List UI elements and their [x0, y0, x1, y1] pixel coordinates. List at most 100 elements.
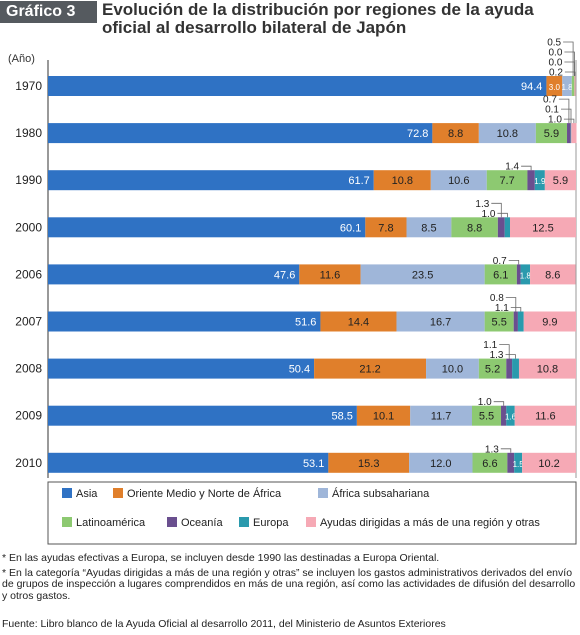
bar-segment-2009-s3: [471, 405, 502, 426]
bar-segment-2000-s3: [451, 217, 498, 238]
callout-label-1980-s4: 0.7: [543, 95, 557, 106]
data-label-2008-s3: 5.2: [485, 364, 500, 376]
data-label-1980-s0: 72.8: [407, 128, 428, 140]
bar-segment-1990-s3: [486, 170, 528, 191]
bar-segment-2006-s0: [48, 264, 300, 285]
bar-segment-2008-s6: [518, 358, 576, 379]
year-label-1970: 1970: [15, 79, 42, 93]
year-label-2010: 2010: [15, 456, 42, 470]
callout-label-1970-s3: 0.5: [547, 38, 561, 49]
data-label-2009-s6: 11.6: [535, 411, 556, 423]
footnotes: * En las ayudas efectivas a Europa, se i…: [2, 552, 576, 605]
data-label-2006-s1: 11.6: [320, 269, 341, 281]
legend-label-s2: África subsahariana: [332, 487, 430, 500]
callout-label-2010-s4: 1.3: [485, 444, 499, 455]
bar-segment-1970-s0: [48, 76, 547, 96]
legend-swatch-s1: [113, 488, 123, 498]
bar-segment-2006-s1: [299, 264, 361, 285]
bar-segment-2010-s2: [409, 452, 473, 473]
data-label-2007-s0: 51.6: [295, 317, 316, 329]
callout-line-2010-s4: [500, 448, 512, 453]
bar-segment-1990-s4: [527, 170, 535, 191]
legend-swatch-s0: [62, 488, 72, 498]
bar-segment-2000-s2: [406, 217, 452, 238]
legend-label-s0: Asia: [76, 488, 98, 500]
data-label-2000-s0: 60.1: [340, 222, 361, 234]
data-label-1990-s5: 1.9: [534, 177, 546, 186]
data-label-2009-s1: 10.1: [373, 411, 394, 423]
bar-segment-1990-s0: [48, 170, 374, 191]
callout-line-2008-s5: [505, 354, 516, 359]
data-label-2006-s0: 47.6: [274, 269, 295, 281]
data-label-2009-s3: 5.5: [479, 411, 494, 423]
callout-label-2009-s4: 1.0: [478, 397, 492, 408]
callout-label-1970-s5: 0.0: [548, 58, 562, 69]
data-label-2007-s3: 5.5: [492, 317, 507, 329]
bar-segment-2008-s4: [506, 358, 513, 379]
data-label-1980-s3: 5.9: [544, 128, 559, 140]
callout-line-2007-s4: [505, 297, 517, 312]
bar-segment-1980-s4: [567, 123, 571, 144]
footnote-europe: * En las ayudas efectivas a Europa, se i…: [2, 552, 440, 564]
data-label-1990-s3: 7.7: [499, 175, 514, 187]
callout-label-1970-s6: 0.2: [549, 68, 563, 79]
callout-line-2008-s4: [499, 344, 510, 359]
data-label-2007-s2: 16.7: [430, 317, 451, 329]
data-label-2010-s6: 10.2: [538, 458, 559, 470]
legend-swatch-s6: [306, 517, 316, 527]
bar-segment-2000-s1: [365, 217, 407, 238]
data-label-2006-s3: 6.1: [493, 269, 508, 281]
callout-label-2000-s5: 1.0: [481, 209, 495, 220]
bar-segment-2010-s1: [328, 452, 410, 473]
bar-segment-1980-s3: [535, 123, 568, 144]
bar-segment-1990-s6: [544, 170, 576, 191]
callout-line-1980-s5: [561, 108, 572, 124]
data-label-2007-s1: 14.4: [348, 317, 369, 329]
year-label-2006: 2006: [15, 267, 42, 281]
bar-segment-2009-s4: [501, 405, 507, 426]
bar-segment-2007-s2: [396, 311, 485, 332]
bar-segment-1980-s2: [478, 123, 536, 144]
data-label-2010-s0: 53.1: [303, 458, 324, 470]
bar-segment-2007-s6: [523, 311, 576, 332]
bar-segment-2010-s3: [472, 452, 508, 473]
bar-segment-1970-s2: [562, 76, 572, 96]
year-label-1990: 1990: [15, 173, 42, 187]
bar-segment-2008-s0: [48, 358, 315, 379]
callout-label-2007-s5: 1.1: [495, 303, 509, 314]
data-label-2009-s2: 11.7: [431, 411, 452, 423]
data-label-2010-s3: 6.6: [482, 458, 497, 470]
figure-number-badge: Gráfico 3: [0, 1, 97, 23]
data-label-2008-s1: 21.2: [359, 364, 380, 376]
category-axis-label: (Año): [8, 53, 35, 65]
bar-segment-1970-s3: [571, 76, 575, 96]
data-label-2006-s5: 1.8: [520, 271, 532, 280]
data-label-1990-s0: 61.7: [348, 175, 369, 187]
callout-label-1990-s4: 1.4: [505, 162, 519, 173]
data-label-2010-s1: 15.3: [358, 458, 379, 470]
data-label-1970-s0: 94.4: [521, 81, 542, 93]
callout-line-1990-s4: [521, 165, 532, 171]
callout-line-2006-s4: [508, 259, 520, 265]
bar-segment-1980-s5: [570, 123, 572, 144]
data-label-2009-s0: 58.5: [331, 411, 352, 423]
callout-label-2000-s4: 1.3: [475, 199, 489, 210]
year-label-2000: 2000: [15, 220, 42, 234]
year-label-2009: 2009: [15, 409, 42, 423]
callout-label-2006-s4: 0.7: [493, 256, 507, 267]
bar-segment-1980-s1: [432, 123, 479, 144]
bar-segment-2010-s6: [522, 452, 576, 473]
bar-segment-2006-s2: [360, 264, 485, 285]
bar-segment-2006-s4: [516, 264, 521, 285]
bar-segment-2009-s2: [410, 405, 472, 426]
legend-label-s5: Europa: [253, 517, 289, 529]
data-label-1990-s6: 5.9: [553, 175, 568, 187]
year-label-2007: 2007: [15, 315, 42, 329]
bar-segment-2007-s3: [484, 311, 514, 332]
bar-segment-2007-s4: [513, 311, 518, 332]
bar-segment-2009-s6: [514, 405, 576, 426]
year-label-2008: 2008: [15, 362, 42, 376]
legend-swatch-s5: [239, 517, 249, 527]
bar-segment-2008-s2: [426, 358, 479, 379]
data-label-1970-s1: 3.0: [549, 83, 561, 92]
